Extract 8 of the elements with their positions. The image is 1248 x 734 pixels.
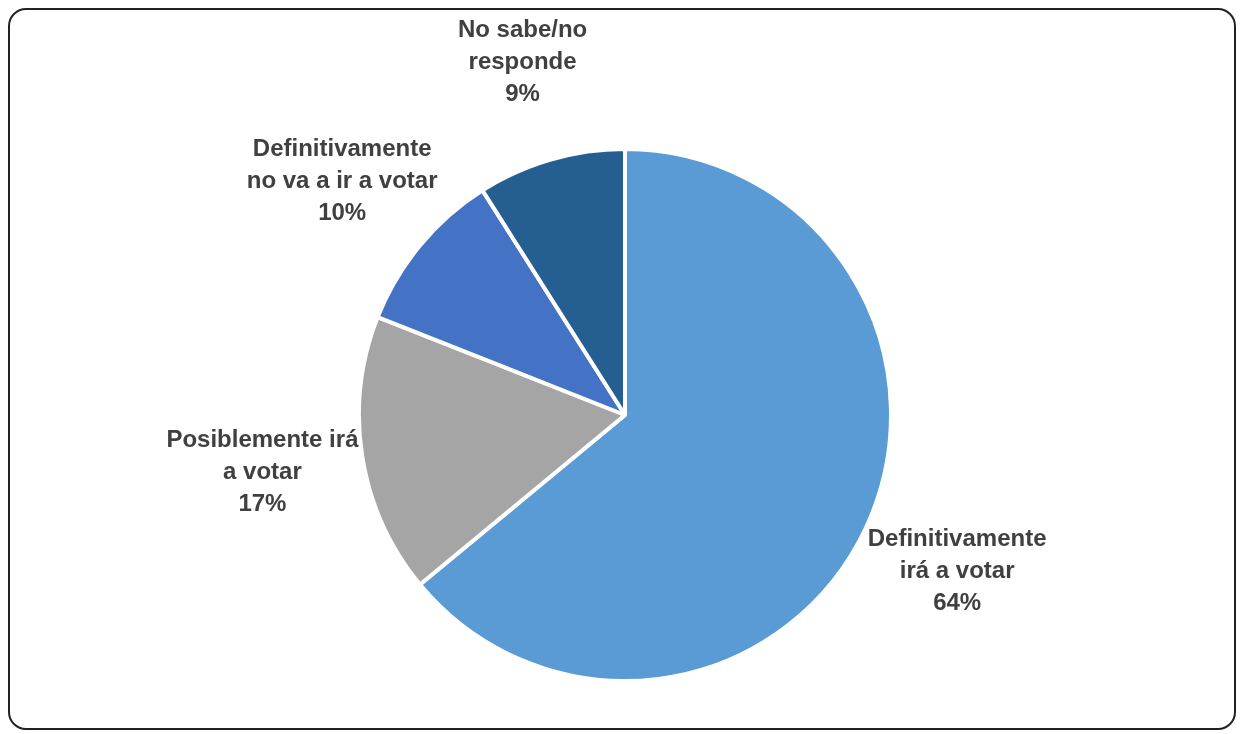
data-label: 9%: [505, 79, 540, 107]
data-label: 17%: [238, 489, 287, 517]
data-label: 10%: [318, 197, 367, 225]
slice-label: Posiblemente irá a votar: [166, 425, 360, 485]
slice-label: Definitivamente irá a votar: [867, 523, 1047, 583]
slice-label: No sabe/no responde: [457, 15, 588, 75]
slice-label: Definitivamente no va a ir a votar: [246, 133, 438, 193]
data-label: 64%: [933, 587, 982, 615]
